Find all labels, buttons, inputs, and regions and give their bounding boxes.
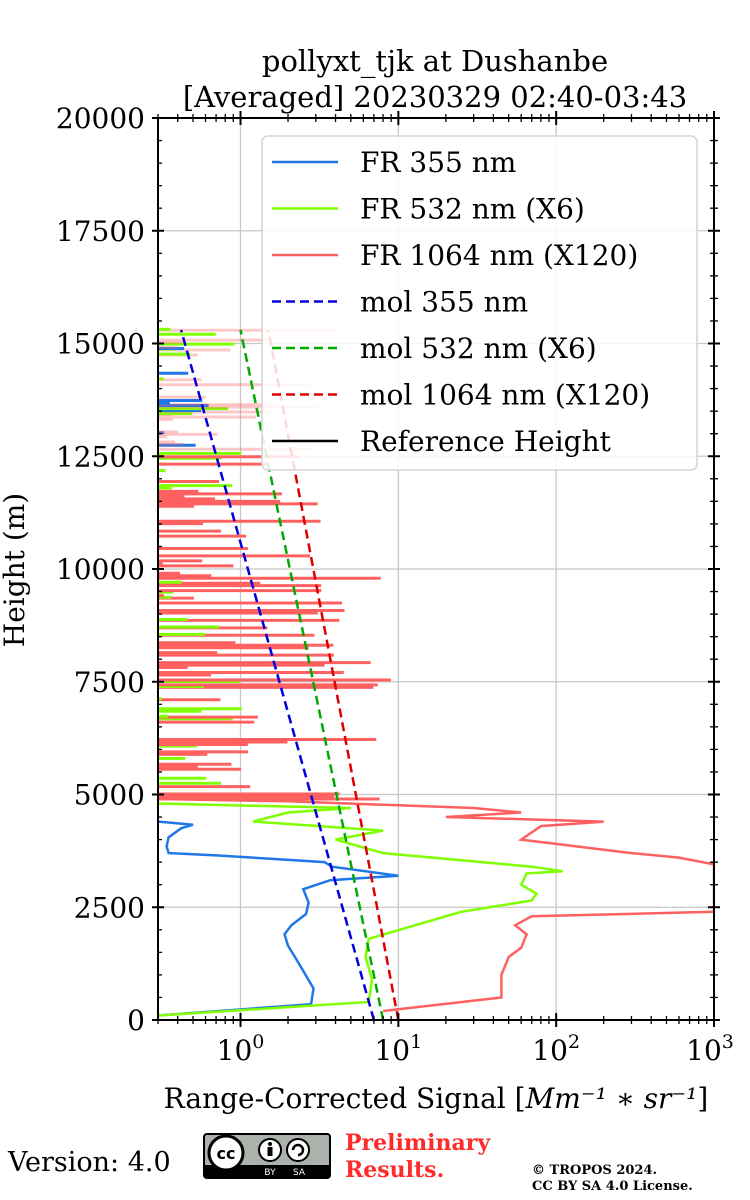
legend-label: mol 1064 nm (X120): [360, 379, 650, 412]
legend-label: Reference Height: [360, 425, 612, 458]
series-line-2: [158, 797, 714, 1013]
share-alike-icon: [286, 1138, 310, 1162]
legend-label: FR 355 nm: [360, 146, 516, 179]
x-tick-label: 100: [217, 1031, 265, 1067]
legend-box: [261, 135, 698, 471]
y-tick-label: 0: [127, 1004, 145, 1037]
x-tick-label: 101: [374, 1031, 422, 1067]
x-tick-label: 103: [686, 1031, 734, 1067]
legend-label: mol 355 nm: [360, 286, 528, 319]
series-group: [158, 329, 714, 1020]
version-label: Version: 4.0: [8, 1147, 171, 1178]
y-tick-label: 15000: [56, 328, 145, 361]
axes: [152, 111, 720, 1027]
noisy-signal-region: [158, 327, 391, 801]
svg-text:BY: BY: [264, 1168, 276, 1178]
series-line-5: [267, 329, 400, 1020]
cc-icon: [207, 1134, 245, 1172]
y-tick-label: 5000: [74, 779, 145, 812]
tick-labels: 0 2500 5000 7500 10000 12500 15000 17500 20000 10…: [56, 102, 734, 1067]
legend: FR 355 nm FR 532 nm (X6) FR 1064 nm (X120)…: [261, 135, 698, 471]
chart-title: pollyxt_tjk at Dushanbe: [262, 44, 608, 79]
preliminary-results-note: Preliminary Results.: [345, 1130, 491, 1183]
y-tick-label: 7500: [74, 666, 145, 699]
chart-subtitle: [Averaged] 20230329 02:40-03:43: [183, 80, 687, 114]
legend-label: mol 532 nm (X6): [360, 332, 597, 365]
y-tick-label: 2500: [74, 891, 145, 924]
series-line-0: [158, 820, 399, 1017]
series-line-4: [239, 329, 385, 1020]
y-tick-label: 10000: [56, 553, 145, 586]
y-tick-label: 20000: [56, 102, 145, 135]
x-tick-label: 102: [532, 1031, 580, 1067]
y-axis-label: Height (m): [0, 493, 31, 647]
y-tick-label: 12500: [56, 440, 145, 473]
svg-text:cc: cc: [217, 1144, 236, 1163]
legend-label: FR 1064 nm (X120): [360, 239, 638, 272]
y-tick-label: 17500: [56, 215, 145, 248]
series-line-3: [179, 329, 376, 1020]
svg-text:SA: SA: [293, 1168, 306, 1178]
x-axis-label: Range-Corrected Signal [Mm⁻¹ ∗ sr⁻¹]: [164, 1082, 709, 1115]
cc-by-sa-badge: cc BY SA: [203, 1133, 331, 1179]
series-line-1: [158, 802, 563, 1017]
legend-label: FR 532 nm (X6): [360, 193, 585, 226]
copyright-note: © TROPOS 2024. CC BY SA 4.0 License.: [532, 1163, 693, 1194]
